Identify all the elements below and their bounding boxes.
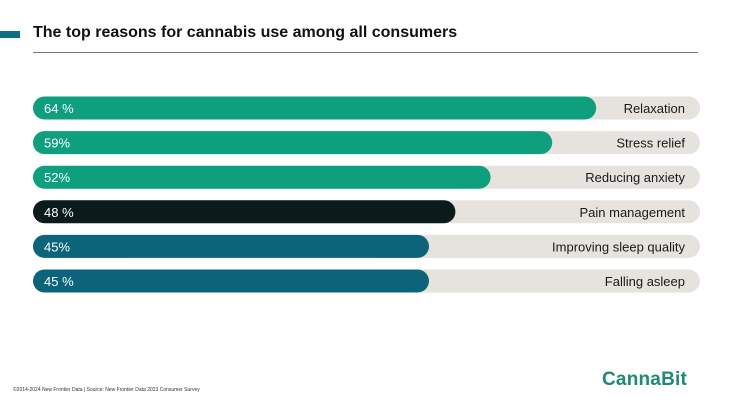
footer-source: ©2014-2024 New Frontier Data | Source: N… [13,387,200,393]
title-accent-bar [0,31,20,38]
bar [33,234,429,258]
bar-row: 45% Improving sleep quality [33,234,700,258]
bar-value-label: 48 % [44,205,74,220]
bar [33,269,429,293]
bar-category-label: Pain management [579,205,685,220]
bar-category-label: Falling asleep [605,274,685,289]
bar-row: 59% Stress relief [33,131,700,155]
bar-category-label: Improving sleep quality [552,239,685,254]
bar-row: 45 % Falling asleep [33,269,700,293]
chart-title: The top reasons for cannabis use among a… [33,24,458,41]
cannabit-logo: CannaBit [602,369,687,390]
bar-value-label: 45% [44,239,70,254]
bar-row: 64 % Relaxation [33,96,700,120]
bar [33,96,597,120]
bar [33,165,491,189]
bar-category-label: Stress relief [616,136,685,151]
bar-value-label: 64 % [44,101,74,116]
bar [33,131,553,155]
bar-category-label: Relaxation [624,101,685,116]
bar-value-label: 45 % [44,274,74,289]
bar-row: 52% Reducing anxiety [33,165,700,189]
bar-value-label: 52% [44,170,70,185]
bar [33,200,456,224]
bar-category-label: Reducing anxiety [585,170,685,185]
bar-value-label: 59% [44,136,70,151]
bar-row: 48 % Pain management [33,200,700,224]
title-divider [33,52,698,53]
